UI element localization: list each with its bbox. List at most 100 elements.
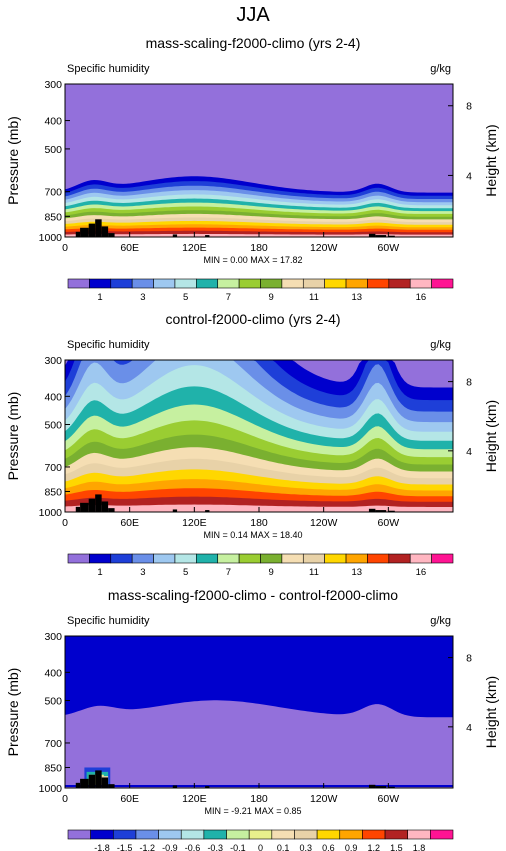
- label-bar-box: [281, 278, 304, 289]
- label-bar-box: [431, 278, 454, 289]
- panel-title: mass-scaling-f2000-climo (yrs 2-4): [146, 35, 361, 51]
- terrain-block: [101, 501, 109, 512]
- terrain-block: [108, 508, 115, 512]
- y-axis-label: Pressure (mb): [5, 116, 21, 205]
- label-bar-box: [294, 829, 318, 840]
- y-tick-label: 1000: [39, 507, 63, 519]
- plot-area: [65, 636, 453, 788]
- label-bar-label: -1.2: [140, 843, 156, 851]
- terrain-block: [88, 498, 96, 512]
- label-bar-label: 5: [183, 567, 188, 578]
- contour-band-p3-6: [65, 636, 453, 718]
- y-tick-label: 850: [44, 762, 62, 774]
- y-tick-label: 500: [44, 144, 62, 156]
- label-bar-label: 11: [309, 567, 319, 578]
- y-tick-label: 500: [44, 695, 62, 707]
- terrain-block: [108, 233, 115, 237]
- label-bar-label: 1.8: [413, 843, 426, 851]
- label-bar-label: 0.6: [322, 843, 335, 851]
- terrain-block: [172, 234, 178, 237]
- units-label: g/kg: [430, 339, 451, 351]
- label-bar-box: [110, 278, 133, 289]
- min-max-stats: MIN = 0.00 MAX = 17.82: [203, 255, 302, 265]
- x-tick-label: 120W: [310, 793, 338, 805]
- label-bar-box: [110, 553, 133, 564]
- label-bar-box: [430, 829, 454, 840]
- terrain-block: [101, 777, 109, 788]
- variable-label: Specific humidity: [67, 615, 150, 627]
- x-tick-label: 0: [62, 242, 68, 254]
- x-tick-label: 120W: [310, 517, 338, 529]
- x-tick-label: 120E: [182, 517, 207, 529]
- label-bar-box: [131, 278, 154, 289]
- y-tick-label: 400: [44, 667, 62, 679]
- label-bar-box: [316, 829, 341, 840]
- terrain-block: [95, 494, 102, 512]
- plot-area: [65, 360, 453, 512]
- right-tick-label: 4: [466, 170, 472, 182]
- label-bar-box: [180, 829, 205, 840]
- label-bar-box: [203, 829, 227, 840]
- label-bar-box: [248, 829, 273, 840]
- min-max-stats: MIN = 0.14 MAX = 18.40: [203, 530, 302, 540]
- terrain-block: [108, 784, 115, 788]
- label-bar-label: 3: [140, 567, 145, 578]
- variable-label: Specific humidity: [67, 339, 150, 351]
- terrain-block: [101, 226, 109, 237]
- right-axis-label: Height (km): [483, 124, 499, 196]
- figure-title: JJA: [236, 4, 270, 26]
- label-bar-box: [388, 278, 411, 289]
- label-bar-box: [153, 553, 176, 564]
- terrain-block: [375, 786, 387, 788]
- label-bar-label: 3: [140, 292, 145, 303]
- terrain-block: [388, 786, 395, 788]
- label-bar-box: [89, 278, 112, 289]
- label-bar-label: 0: [258, 843, 263, 851]
- y-axis-label: Pressure (mb): [5, 668, 21, 757]
- label-bar-box: [131, 553, 154, 564]
- x-tick-label: 120W: [310, 242, 338, 254]
- right-tick-label: 8: [466, 377, 472, 389]
- right-axis-label: Height (km): [483, 400, 499, 472]
- units-label: g/kg: [430, 615, 451, 627]
- label-bar-box: [367, 553, 390, 564]
- y-tick-label: 850: [44, 211, 62, 223]
- label-bar-box: [238, 553, 261, 564]
- x-tick-label: 120E: [182, 793, 207, 805]
- terrain-block: [80, 778, 89, 788]
- label-bar-box: [89, 553, 112, 564]
- y-tick-label: 850: [44, 486, 62, 498]
- label-bar-box: [196, 278, 219, 289]
- x-tick-label: 60E: [120, 242, 139, 254]
- label-bar-box: [153, 278, 176, 289]
- panel-2: control-f2000-climo (yrs 2-4) Specific hu…: [5, 311, 499, 578]
- x-tick-label: 60W: [378, 242, 400, 254]
- x-tick-label: 60E: [120, 793, 139, 805]
- terrain-block: [368, 508, 376, 512]
- label-bar-label: 1: [97, 567, 102, 578]
- terrain-block: [205, 235, 210, 237]
- label-bar-box: [281, 553, 304, 564]
- variable-label: Specific humidity: [67, 63, 150, 75]
- label-bar-box: [302, 278, 325, 289]
- right-axis-label: Height (km): [483, 676, 499, 748]
- terrain-block: [375, 235, 387, 237]
- terrain-block: [388, 510, 395, 512]
- label-bar-box: [217, 553, 240, 564]
- right-tick-label: 8: [466, 653, 472, 665]
- label-bar-box: [302, 553, 325, 564]
- label-bar-box: [409, 278, 432, 289]
- terrain-block: [388, 235, 395, 237]
- y-axis-label: Pressure (mb): [5, 392, 21, 481]
- label-bar-label: 1.2: [367, 843, 380, 851]
- label-bar-box: [217, 278, 240, 289]
- units-label: g/kg: [430, 63, 451, 75]
- x-tick-label: 120E: [182, 242, 207, 254]
- label-bar-label: 9: [269, 567, 274, 578]
- label-bar-label: -0.6: [185, 843, 201, 851]
- panel-title: mass-scaling-f2000-climo - control-f2000…: [108, 587, 398, 603]
- label-bar-label: -1.8: [94, 843, 110, 851]
- label-bar-box: [67, 829, 91, 840]
- terrain-block: [80, 502, 89, 512]
- y-tick-label: 400: [44, 391, 62, 403]
